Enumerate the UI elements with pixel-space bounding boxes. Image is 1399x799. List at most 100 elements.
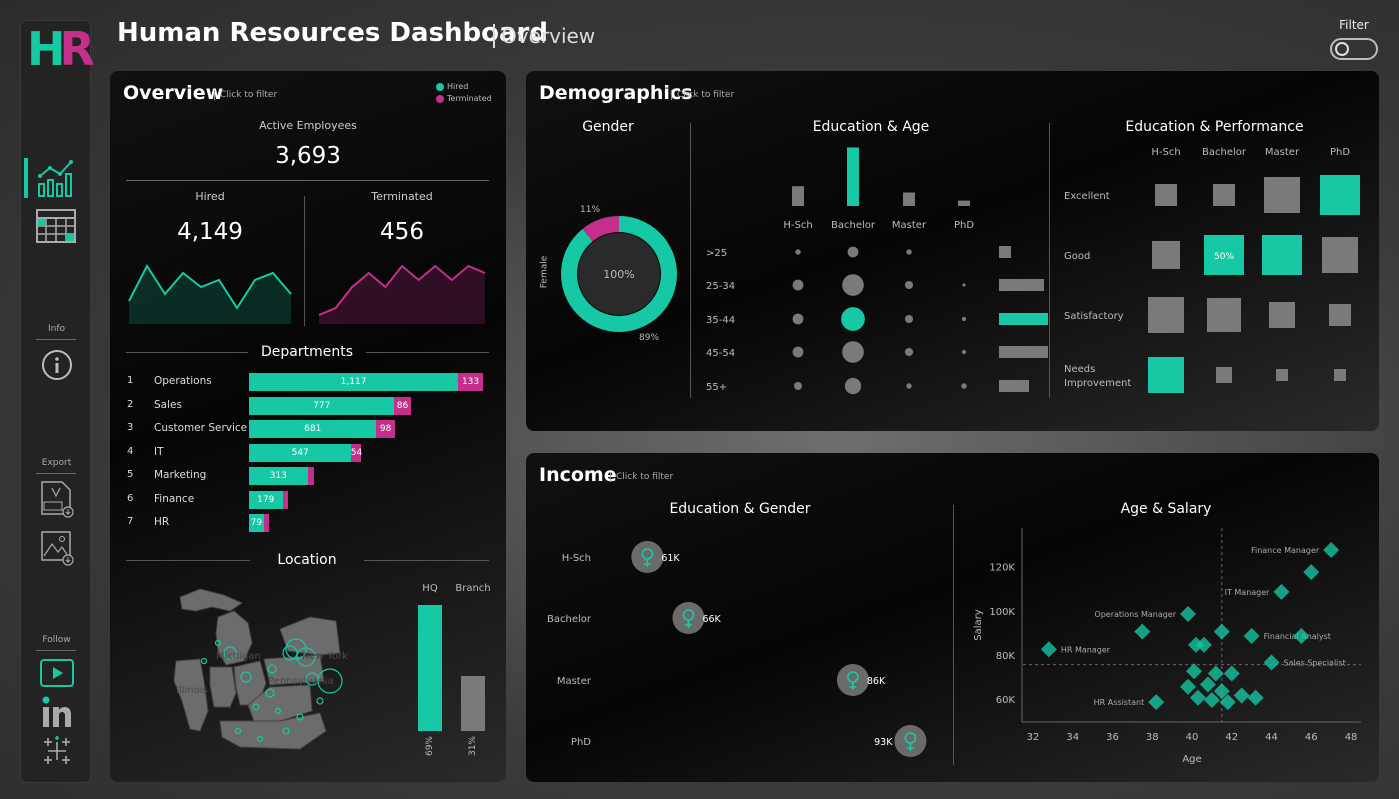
department-hired-bar[interactable]: 777 [249, 396, 395, 415]
department-row[interactable]: 5 Marketing 313 [110, 467, 506, 485]
education-total-bar[interactable] [903, 192, 915, 207]
michigan-upper-shape[interactable] [179, 588, 244, 612]
filter-toggle[interactable] [1330, 38, 1378, 60]
perf-cell[interactable] [1213, 184, 1235, 206]
department-row[interactable]: 1 Operations 1,117 133 [110, 373, 506, 391]
department-row[interactable]: 7 HR 79 [110, 514, 506, 532]
department-terminated-bar[interactable] [263, 514, 269, 532]
hired-trend-line[interactable] [128, 264, 292, 310]
department-hired-bar[interactable]: 547 [249, 443, 352, 462]
tableau-icon[interactable] [39, 733, 75, 769]
department-terminated-bar[interactable] [307, 467, 315, 485]
indiana-shape[interactable] [209, 666, 237, 708]
age-education-bubble[interactable] [792, 346, 804, 358]
salary-point[interactable] [1185, 663, 1202, 680]
salary-point[interactable] [1243, 628, 1260, 645]
age-education-bubble[interactable] [842, 274, 864, 296]
age-education-bubble[interactable] [793, 381, 803, 391]
hq-bar[interactable] [418, 605, 442, 731]
terminated-trend-chart[interactable] [317, 260, 487, 324]
department-terminated-bar[interactable]: 54 [351, 443, 362, 462]
income-bubble[interactable] [631, 541, 664, 573]
age-education-bubble[interactable] [792, 279, 804, 291]
branch-bar[interactable] [461, 676, 485, 731]
line-chart-icon[interactable] [35, 157, 77, 199]
department-row[interactable]: 4 IT 547 54 [110, 443, 506, 462]
department-terminated-bar[interactable] [282, 490, 288, 509]
education-total-bar[interactable] [958, 200, 970, 206]
salary-point[interactable] [1213, 683, 1230, 700]
salary-point[interactable] [1263, 654, 1280, 671]
age-education-bubble[interactable] [904, 314, 914, 324]
age-education-bubble[interactable] [961, 349, 967, 355]
salary-point[interactable] [1040, 641, 1057, 658]
salary-point[interactable] [1189, 689, 1206, 706]
salary-point[interactable] [1223, 665, 1240, 682]
age-salary-chart[interactable]: 60K 80K 100K 120K 32 34 36 38 40 42 44 46 48 Age Salar… [961, 518, 1371, 778]
salary-point[interactable] [1148, 694, 1165, 711]
legend-terminated[interactable]: Terminated [436, 94, 492, 103]
salary-point[interactable] [1323, 542, 1340, 559]
salary-point[interactable] [1233, 687, 1250, 704]
department-row[interactable]: 2 Sales 777 86 [110, 396, 506, 415]
image-export-icon[interactable] [39, 529, 75, 566]
education-performance-chart[interactable]: H-Sch Bachelor Master PhD Excellent Good 50% Sa… [1056, 141, 1376, 401]
calendar-icon[interactable] [35, 207, 77, 245]
age-total-bar[interactable] [999, 246, 1011, 258]
education-age-chart[interactable]: H-Sch Bachelor Master PhD >25 25-34 35-44 45-54… [698, 141, 1048, 401]
age-education-bubble[interactable] [795, 249, 801, 255]
perf-cell[interactable] [1148, 297, 1184, 333]
income-bubble[interactable] [672, 602, 705, 634]
gender-donut[interactable]: 100% [544, 199, 694, 349]
salary-point[interactable] [1180, 605, 1197, 622]
salary-point[interactable] [1195, 636, 1212, 653]
perf-cell[interactable] [1264, 177, 1300, 213]
income-bubble[interactable] [894, 725, 927, 757]
age-education-bubble[interactable] [961, 316, 967, 322]
perf-cell[interactable] [1276, 369, 1288, 381]
terminated-trend-line[interactable] [318, 264, 486, 316]
linkedin-icon[interactable] [39, 694, 75, 730]
perf-cell[interactable] [1329, 304, 1351, 326]
salary-point[interactable] [1180, 678, 1197, 695]
hired-trend-chart[interactable] [127, 260, 293, 324]
age-education-bubble[interactable] [841, 307, 865, 331]
legend-hired[interactable]: Hired [436, 82, 468, 91]
age-education-bubble[interactable] [842, 341, 864, 363]
location-map[interactable]: Michigan New York Illinois Pennsylvania [160, 581, 420, 761]
perf-cell[interactable] [1207, 298, 1241, 332]
perf-cell[interactable] [1269, 302, 1295, 328]
department-hired-bar[interactable]: 79 [249, 514, 264, 532]
donut-segment-small[interactable] [561, 216, 677, 332]
perf-cell[interactable] [1152, 241, 1180, 269]
department-hired-bar[interactable]: 681 [249, 420, 377, 438]
salary-point[interactable] [1273, 583, 1290, 600]
terminated-value[interactable]: 456 [380, 219, 424, 245]
salary-point[interactable] [1134, 623, 1151, 640]
age-education-bubble[interactable] [906, 249, 912, 255]
salary-point[interactable] [1207, 665, 1224, 682]
age-education-bubble[interactable] [904, 347, 914, 357]
carolina-shape[interactable] [219, 712, 327, 750]
age-education-bubble[interactable] [906, 383, 912, 389]
department-hired-bar[interactable]: 179 [249, 490, 283, 509]
salary-point[interactable] [1303, 564, 1320, 581]
salary-point[interactable] [1219, 694, 1236, 711]
pennsylvania-shape[interactable] [263, 654, 325, 686]
salary-point[interactable] [1247, 689, 1264, 706]
age-total-bar[interactable] [999, 313, 1048, 325]
michigan-shape[interactable] [215, 610, 253, 666]
info-icon[interactable] [39, 347, 75, 383]
pdf-icon[interactable] [39, 481, 75, 518]
perf-cell[interactable] [1148, 357, 1184, 393]
age-education-bubble[interactable] [904, 280, 914, 290]
hr-logo[interactable]: HR [27, 25, 95, 73]
salary-point[interactable] [1213, 623, 1230, 640]
youtube-icon[interactable] [39, 655, 75, 691]
perf-cell[interactable] [1155, 184, 1177, 206]
age-education-bubble[interactable] [847, 246, 859, 258]
department-row[interactable]: 6 Finance 179 [110, 490, 506, 509]
education-total-bar[interactable] [847, 147, 859, 207]
salary-point[interactable] [1293, 628, 1310, 645]
new-york-shape[interactable] [279, 616, 341, 656]
